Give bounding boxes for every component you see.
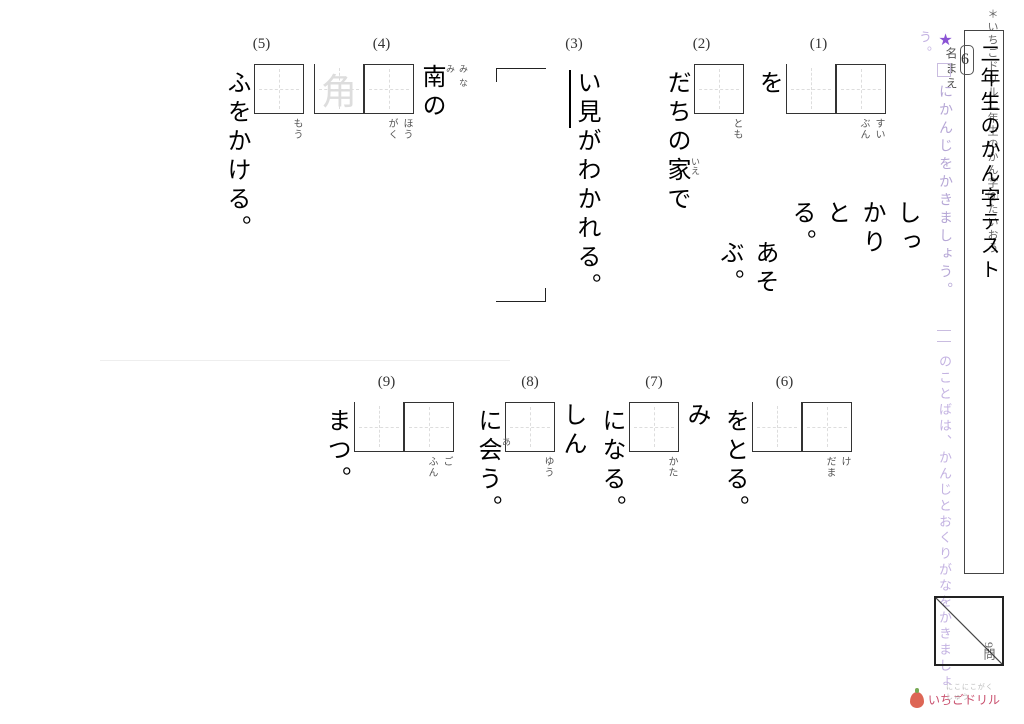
furigana: ほう (399, 114, 414, 164)
lead-kanji: 南みなみの (418, 64, 444, 126)
question-number: (9) (378, 374, 396, 391)
ruby-base: 南 (418, 64, 444, 93)
title-text: 二年生のかん字テスト (974, 43, 1003, 573)
title-box: 二年生のかん字テスト 6 名まえ (964, 30, 1004, 574)
instruction-line-1: にかんじをかきましょう。 (937, 84, 952, 300)
ruby-text: みなみ (444, 64, 470, 93)
kanji-box[interactable]: 角 (314, 64, 364, 114)
logo-ruby: にこにこがくしゅう (946, 682, 1000, 702)
sentence-tail: になる。 (598, 402, 624, 524)
kanji-box[interactable] (629, 402, 679, 452)
furigana: もう (289, 114, 304, 164)
question-9: (9) ご ふん まつ。 (319, 402, 454, 502)
ruby-text: あ (500, 437, 513, 446)
row-divider (100, 360, 510, 361)
star-icon: ★ (936, 30, 953, 53)
lead-text: しん (559, 402, 585, 464)
kanji-box[interactable] (254, 64, 304, 114)
kanji-box[interactable] (364, 64, 414, 114)
kanji-box[interactable] (354, 402, 404, 452)
tail-text: だちの (663, 70, 689, 157)
prefilled-kanji: 角 (315, 64, 363, 113)
logo: にこにこがくしゅう いちごドリル (910, 691, 1000, 708)
furigana: け (837, 452, 852, 502)
sentence-tail: しっかりとる。 (784, 194, 924, 258)
question-6: (6) け だま をとる。 (717, 402, 852, 524)
underlined-word: い見 (573, 70, 599, 128)
question-1: (1) すい ぶん を しっかりとる。 (751, 64, 886, 164)
question-number: (1) (810, 36, 828, 53)
kanji-box[interactable] (786, 64, 836, 114)
ruby-text: いえ (689, 157, 702, 175)
ruby-base: 家 (663, 157, 689, 186)
kanji-box[interactable] (404, 402, 454, 452)
tail-text: う。 (474, 466, 500, 524)
score-total: 9問 (981, 642, 998, 660)
tail-text: で (663, 186, 689, 215)
sentence-tail: をとる。 (721, 402, 747, 524)
score-unit: 問 (982, 648, 996, 660)
furigana: ふん (424, 452, 439, 502)
sentence-tail: だちの家いえで (663, 64, 689, 215)
furigana: ゆう (540, 452, 555, 502)
kanji-box[interactable] (694, 64, 744, 114)
furigana: とも (729, 114, 744, 164)
furigana: ぶん (856, 114, 871, 164)
question-8: (8) しん ゆう に会あう。 (470, 402, 590, 524)
sentence-tail: あそぶ。 (712, 234, 782, 298)
ruby-base: 会 (474, 437, 500, 466)
kanji-box[interactable] (836, 64, 886, 114)
tail-text: に (474, 408, 500, 437)
furigana: ご (439, 452, 454, 502)
furigana: だま (822, 452, 837, 502)
furigana: すい (871, 114, 886, 164)
instructions: ★ にかんじをかきましょう。 のことばは、かんじとおくりがなをかきましょう。 (915, 30, 954, 694)
question-number: (8) (521, 374, 539, 391)
question-2: (2) とも だちの家いえで あそぶ。 (659, 64, 744, 215)
score-number: 9 (982, 642, 996, 648)
join-text: の (418, 93, 444, 122)
sentence-tail: まつ。 (323, 402, 349, 495)
lead-text: み (683, 402, 709, 435)
question-7: (7) み かた になる。 (594, 402, 714, 524)
furigana: かた (664, 452, 679, 502)
dash-icon (937, 330, 951, 331)
dash-icon (937, 341, 951, 342)
question-number: (7) (645, 374, 663, 391)
question-3: (3) い見がわかれる。 (544, 64, 604, 302)
strawberry-icon (910, 692, 924, 708)
kanji-box[interactable] (752, 402, 802, 452)
tail-text: がわかれる。 (573, 128, 599, 302)
square-icon (937, 63, 951, 77)
score-box: 9問 (934, 596, 1004, 666)
sentence-text: い見がわかれる。 (567, 64, 599, 302)
question-number: (5) (253, 36, 271, 53)
bracket-bottom (496, 288, 546, 302)
question-5: (5) もう ふをかける。 (219, 64, 304, 244)
kanji-box[interactable] (802, 402, 852, 452)
question-number: (3) (565, 36, 583, 53)
worksheet-page: ＊いちごドリル二年生のかん字⑥たいおう 二年生のかん字テスト 6 名まえ ★ に… (0, 0, 1024, 724)
question-number: (6) (776, 374, 794, 391)
question-number: (2) (693, 36, 711, 53)
furigana: がく (384, 114, 399, 164)
question-number: (4) (373, 36, 391, 53)
test-number: 6 (960, 45, 974, 75)
sentence-tail: ふをかける。 (223, 64, 249, 244)
question-4: (4) 南みなみの 角 ほう がく (314, 64, 449, 164)
sentence-tail: に会あう。 (474, 402, 500, 524)
bracket-top (496, 68, 546, 82)
sentence-tail: を (755, 64, 781, 99)
